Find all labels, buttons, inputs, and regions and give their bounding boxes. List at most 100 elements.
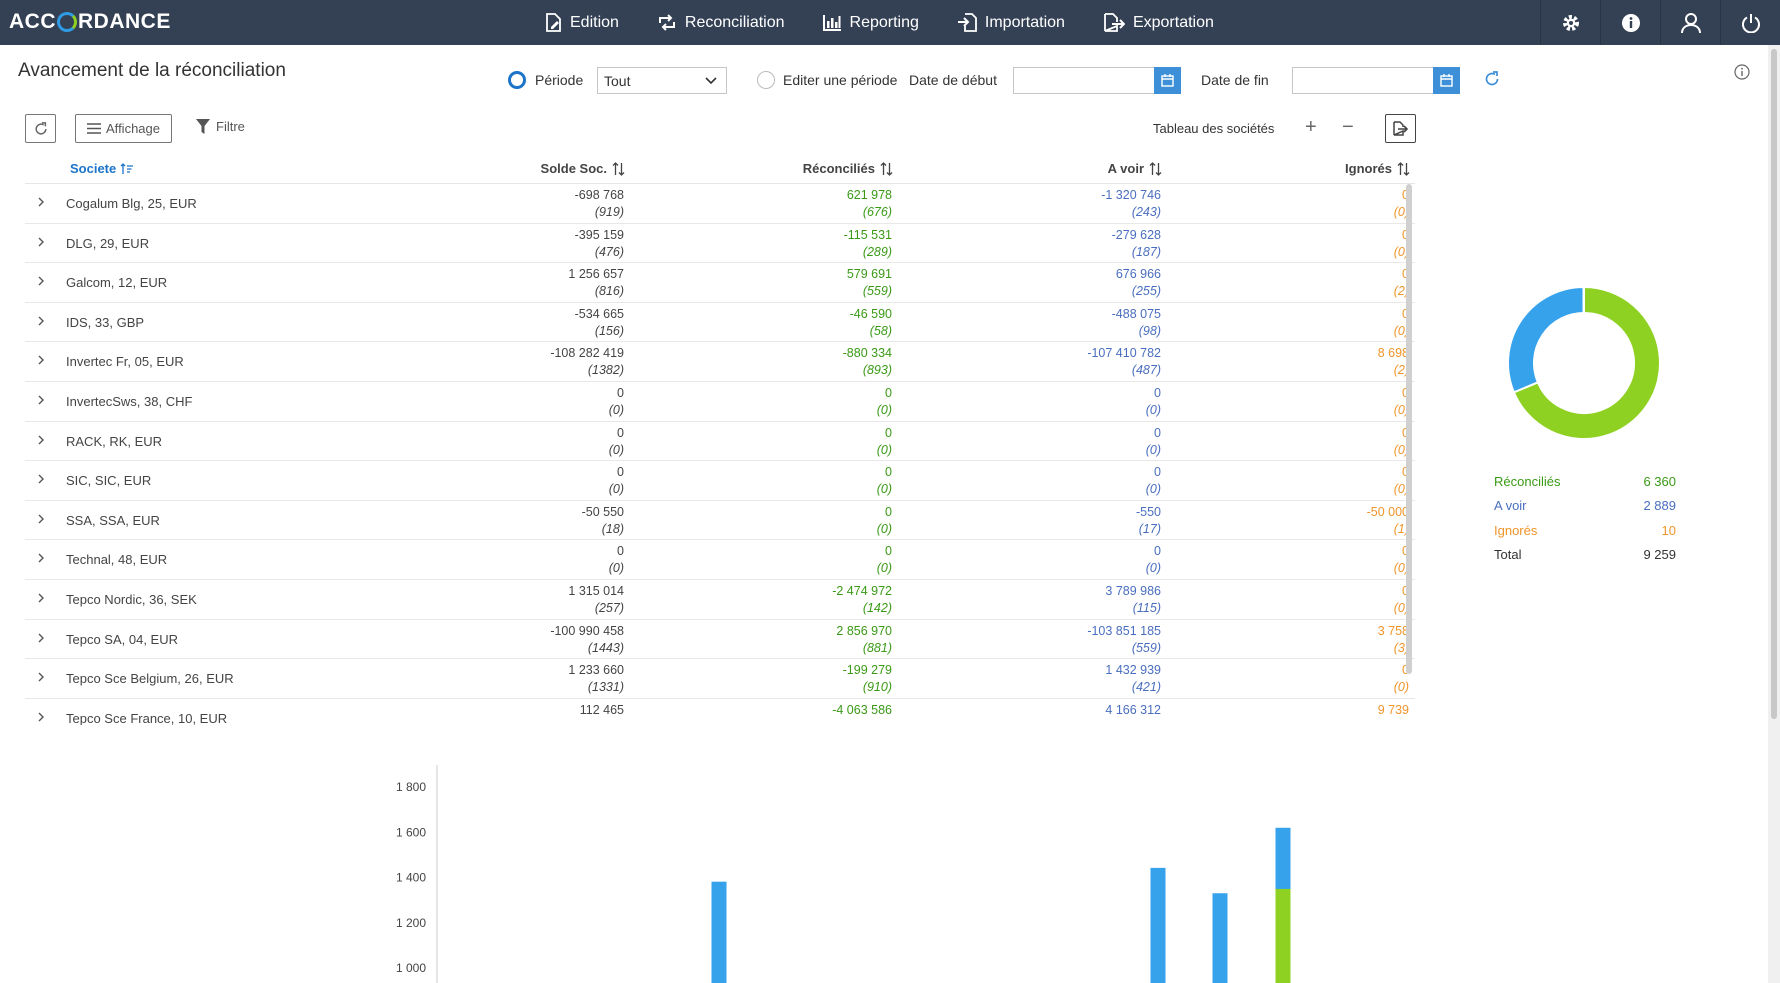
user-button[interactable]	[1660, 0, 1720, 45]
edit-periode-radio[interactable]	[757, 71, 775, 89]
row-ignores: 0(0)	[1394, 306, 1409, 340]
column-societe-label: Societe	[70, 161, 117, 176]
column-solde[interactable]: Solde Soc.	[541, 161, 625, 176]
reco-value: 579 691	[846, 267, 892, 282]
date-fin-input[interactable]	[1292, 67, 1460, 94]
row-solde: -395 159 (476)	[575, 227, 624, 261]
logout-button[interactable]	[1720, 0, 1780, 45]
column-avoir[interactable]: A voir	[1108, 161, 1162, 176]
ign-value: 0	[1402, 307, 1409, 321]
legend-value: 6 360	[1643, 474, 1676, 489]
filtre-button[interactable]: Filtre	[196, 119, 245, 134]
row-societe: Cogalum Blg, 25, EUR	[66, 196, 197, 211]
table-header: Societe Solde Soc. Réconciliés A voir Ig…	[25, 155, 1415, 184]
info-outline-icon[interactable]	[1734, 64, 1750, 80]
affichage-button[interactable]: Affichage	[75, 114, 172, 143]
table-row[interactable]: Galcom, 12, EUR 1 256 657 (816) 579 691 (5…	[25, 263, 1415, 303]
main-nav: Edition Reconciliation Reporting Importa…	[545, 0, 1252, 45]
solde-value: -698 768	[574, 188, 624, 202]
reco-count: (0)	[876, 521, 892, 536]
date-fin-calendar-button[interactable]	[1433, 67, 1460, 94]
nav-exportation-label: Exportation	[1132, 13, 1214, 31]
table-scrollbar-thumb[interactable]	[1406, 184, 1412, 674]
chevron-right-icon[interactable]	[37, 434, 45, 446]
date-debut-input[interactable]	[1013, 67, 1181, 94]
chevron-right-icon[interactable]	[37, 711, 45, 723]
chevron-right-icon[interactable]	[37, 315, 45, 327]
table-row[interactable]: SIC, SIC, EUR 0(0) 0(0) 0(0) 0(0)	[25, 461, 1415, 501]
chevron-right-icon[interactable]	[37, 473, 45, 485]
avoir-value: 0	[1154, 386, 1161, 400]
table-scrollbar[interactable]	[1405, 184, 1413, 725]
import-icon	[957, 13, 977, 32]
nav-reconciliation[interactable]: Reconciliation	[657, 14, 785, 32]
avoir-count: (487)	[1131, 363, 1161, 378]
expand-all-button[interactable]: +	[1305, 116, 1317, 138]
nav-edition[interactable]: Edition	[545, 13, 619, 32]
table-row[interactable]: IDS, 33, GBP -534 665 (156) -46 590 (58) -…	[25, 303, 1415, 343]
legend-value: 9 259	[1643, 546, 1676, 562]
ign-value: 0	[1402, 267, 1409, 281]
date-debut-calendar-button[interactable]	[1154, 67, 1181, 94]
reco-count: (676)	[862, 205, 892, 219]
bar-c11-s0[interactable]	[1150, 867, 1166, 983]
nav-reporting[interactable]: Reporting	[822, 14, 919, 32]
chevron-right-icon[interactable]	[37, 236, 45, 248]
table-row[interactable]: DLG, 29, EUR -395 159 (476) -115 531 (289)…	[25, 224, 1415, 264]
table-row[interactable]: InvertecSws, 38, CHF 0(0) 0(0) 0(0) 0(0)	[25, 382, 1415, 422]
bar-c12-s0[interactable]	[1212, 893, 1228, 983]
info-button[interactable]	[1600, 0, 1660, 45]
chevron-right-icon[interactable]	[37, 354, 45, 366]
app-logo[interactable]: ACC RDANCE	[9, 10, 171, 33]
row-avoir: 0 (0)	[1146, 464, 1161, 498]
chevron-right-icon[interactable]	[37, 196, 45, 208]
row-ignores: 0(0)	[1394, 385, 1409, 419]
column-reconcilies[interactable]: Réconciliés	[803, 161, 893, 176]
ign-value: 0	[1402, 544, 1409, 558]
chevron-right-icon[interactable]	[37, 275, 45, 287]
nav-importation[interactable]: Importation	[957, 13, 1065, 32]
chevron-right-icon[interactable]	[37, 671, 45, 683]
chevron-right-icon[interactable]	[37, 632, 45, 644]
refresh-period-icon[interactable]	[1484, 71, 1500, 87]
legend-label: Ignorés	[1494, 522, 1538, 538]
nav-exportation[interactable]: Exportation	[1103, 13, 1214, 32]
table-row[interactable]: Technal, 48, EUR 0(0) 0(0) 0(0) 0(0)	[25, 540, 1415, 580]
reco-value: 0	[885, 544, 892, 559]
avoir-count: (0)	[1145, 403, 1161, 417]
table-row[interactable]: Tepco Sce Belgium, 26, EUR 1 233 660 (133…	[25, 659, 1415, 699]
avoir-value: -279 628	[1111, 227, 1161, 242]
page-scrollbar[interactable]	[1768, 45, 1780, 983]
export-table-button[interactable]	[1385, 114, 1416, 143]
table-row[interactable]: Cogalum Blg, 25, EUR -698 768 (919) 621 9…	[25, 184, 1415, 224]
settings-button[interactable]	[1540, 0, 1600, 45]
table-row[interactable]: SSA, SSA, EUR -50 550 (18) 0 (0) -550 (17) …	[25, 501, 1415, 541]
chevron-right-icon[interactable]	[37, 394, 45, 406]
row-reconcilies: 621 978 (676)	[847, 187, 892, 221]
chevron-right-icon[interactable]	[37, 513, 45, 525]
collapse-all-button[interactable]: −	[1342, 116, 1354, 138]
chevron-right-icon[interactable]	[37, 592, 45, 604]
column-societe[interactable]: Societe	[70, 161, 134, 176]
table-row[interactable]: Tepco Sce France, 10, EUR 112 465 -4 063…	[25, 699, 1415, 725]
table-row[interactable]: Invertec Fr, 05, EUR -108 282 419 (1382) …	[25, 342, 1415, 382]
periode-radio[interactable]	[508, 71, 526, 89]
sort-both-icon	[1397, 161, 1410, 176]
avoir-value: -103 851 185	[1087, 623, 1161, 638]
column-ignores[interactable]: Ignorés	[1345, 161, 1410, 176]
bar-c13-s1[interactable]	[1275, 888, 1291, 983]
bar-c5-s0[interactable]	[711, 881, 727, 983]
page-scrollbar-thumb[interactable]	[1771, 49, 1777, 719]
table-row[interactable]: Tepco Nordic, 36, SEK 1 315 014 (257) -2 …	[25, 580, 1415, 620]
user-icon	[1680, 12, 1701, 33]
row-societe: Technal, 48, EUR	[66, 552, 168, 568]
row-solde: 0 (0)	[609, 385, 624, 419]
ign-value: 0	[1402, 188, 1409, 202]
table-row[interactable]: Tepco SA, 04, EUR -100 990 458 (1443) 2 8…	[25, 620, 1415, 660]
periode-select[interactable]: Tout	[597, 67, 727, 94]
solde-value: -108 282 419	[550, 346, 624, 361]
chevron-right-icon[interactable]	[37, 552, 45, 564]
table-row[interactable]: RACK, RK, EUR 0(0) 0(0) 0(0) 0(0)	[25, 422, 1415, 462]
refresh-table-button[interactable]	[25, 114, 56, 143]
reco-count: (0)	[876, 442, 892, 457]
